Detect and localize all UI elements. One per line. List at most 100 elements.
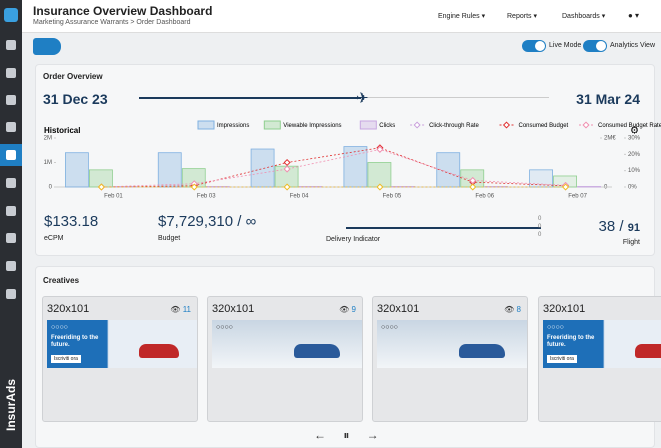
- tick-label: 20%: [628, 152, 641, 158]
- stat-value: $7,729,310 / ∞: [158, 213, 257, 230]
- ad-car: [294, 344, 340, 358]
- ad-car: [459, 344, 505, 358]
- point: [190, 183, 198, 191]
- line: [101, 149, 566, 188]
- breadcrumb[interactable]: Marketing Assurance Warrants > Order Das…: [33, 19, 191, 26]
- point: [469, 183, 477, 191]
- tick-label: 2M€: [604, 136, 616, 142]
- creative-card[interactable]: 320x101 👁 9 ○○○○: [207, 296, 363, 422]
- home-button[interactable]: [33, 38, 61, 55]
- menu-label: Reports: [507, 13, 532, 20]
- legend-label: Impressions: [217, 123, 249, 129]
- legend-item: Consumed Budget: [499, 121, 569, 129]
- ad-car: [139, 344, 179, 358]
- point: [469, 176, 477, 185]
- ad-headline: Freeriding to the future.: [51, 335, 99, 348]
- legend-swatch: [582, 121, 590, 129]
- settings-icon[interactable]: ⚙: [630, 126, 639, 137]
- tick-label: 10%: [628, 168, 641, 174]
- menu-item[interactable]: Engine Rules ▾: [438, 13, 486, 20]
- x-tick-label: Feb 04: [290, 194, 309, 200]
- ad-cta: Iscriviti ora: [547, 355, 577, 363]
- nav-icon[interactable]: [6, 68, 16, 78]
- ad-logo: ○○○○: [547, 324, 564, 331]
- legend-label: Click-through Rate: [429, 123, 479, 129]
- nav-icon[interactable]: [6, 40, 16, 50]
- legend-label: Viewable Impressions: [283, 123, 341, 129]
- ad-headline: Freeriding to the future.: [547, 335, 595, 348]
- nav-icon[interactable]: [6, 95, 16, 105]
- creative-size: 320x101: [377, 303, 420, 315]
- nav-icon[interactable]: [6, 206, 16, 216]
- stat-label: Flight: [622, 239, 640, 246]
- x-tick-label: Feb 01: [104, 194, 123, 200]
- point: [376, 183, 384, 191]
- stat-label: Delivery Indicator: [326, 236, 381, 243]
- bar: [529, 169, 553, 188]
- chart-title: Historical: [44, 126, 80, 135]
- ad-logo: ○○○○: [216, 324, 233, 331]
- nav-icon[interactable]: [6, 289, 16, 299]
- point: [283, 165, 291, 173]
- point: [283, 158, 291, 167]
- ad-logo: ○○○○: [51, 324, 68, 331]
- nav-icon[interactable]: [6, 178, 16, 188]
- toggle[interactable]: [583, 40, 607, 52]
- legend-item: Consumed Budget Rate: [579, 121, 661, 129]
- point: [562, 183, 570, 191]
- x-tick-label: Feb 03: [197, 194, 216, 200]
- delivery-scale: 0 0 0: [538, 215, 541, 239]
- panel-title: Creatives: [43, 276, 80, 285]
- toggle[interactable]: [522, 40, 546, 52]
- delivery-bar: [346, 227, 541, 229]
- legend-swatch: [502, 121, 511, 129]
- tick-label: 2M: [44, 136, 52, 142]
- nav-icon[interactable]: [6, 122, 16, 132]
- carousel-nav[interactable]: ← ⏸ →: [314, 428, 379, 442]
- bar: [436, 152, 461, 188]
- legend-label: Consumed Budget Rate: [598, 123, 661, 129]
- progress-line: [139, 97, 361, 99]
- user-menu[interactable]: ● ▾: [628, 11, 640, 20]
- view-count: 👁 9: [339, 305, 356, 314]
- view-count: 👁 11: [170, 305, 191, 314]
- point: [97, 183, 105, 191]
- bar: [250, 148, 275, 188]
- tick-label: 0: [49, 185, 53, 191]
- legend-item: Impressions: [197, 120, 249, 130]
- nav-icon[interactable]: [6, 150, 16, 160]
- bar: [65, 152, 89, 188]
- line: [101, 147, 566, 188]
- creative-size: 320x101: [212, 303, 255, 315]
- legend-swatch: [359, 120, 377, 130]
- bar: [157, 152, 182, 188]
- legend-label: Consumed Budget: [519, 123, 569, 129]
- menu-item[interactable]: Dashboards ▾: [562, 13, 606, 20]
- menu-label: Dashboards: [562, 13, 600, 20]
- legend-item: Viewable Impressions: [263, 120, 342, 130]
- nav-icon[interactable]: [6, 233, 16, 243]
- x-tick-label: Feb 05: [383, 194, 402, 200]
- views: 11: [182, 305, 191, 314]
- tick-label: 1M: [44, 160, 52, 166]
- creative-card[interactable]: 320x101 👁 11 ○○○○ Freeriding to the futur…: [42, 296, 198, 422]
- end-date: 31 Mar 24: [576, 91, 640, 107]
- toggle-label: Analytics View: [610, 42, 656, 49]
- views: 9: [351, 305, 356, 314]
- views: 8: [516, 305, 521, 314]
- legend-label: Clicks: [379, 123, 395, 129]
- logo: [4, 8, 18, 22]
- creative-size: 320x101: [543, 303, 586, 315]
- nav-icon[interactable]: [6, 261, 16, 271]
- creative-card[interactable]: 320x101 👁 8 ○○○○: [372, 296, 528, 422]
- stat-label: Budget: [158, 235, 181, 242]
- creative-card[interactable]: 320x101 ○○○○ Freeriding to the future. I…: [538, 296, 661, 422]
- remaining-line: [361, 97, 549, 98]
- menu-item[interactable]: Reports ▾: [507, 13, 537, 20]
- scale-label: 0: [538, 216, 542, 222]
- menu-label: Engine Rules: [438, 13, 480, 20]
- flight-done: 38 /: [598, 218, 624, 235]
- page-title: Insurance Overview Dashboard: [33, 4, 213, 18]
- legend-swatch: [263, 120, 281, 130]
